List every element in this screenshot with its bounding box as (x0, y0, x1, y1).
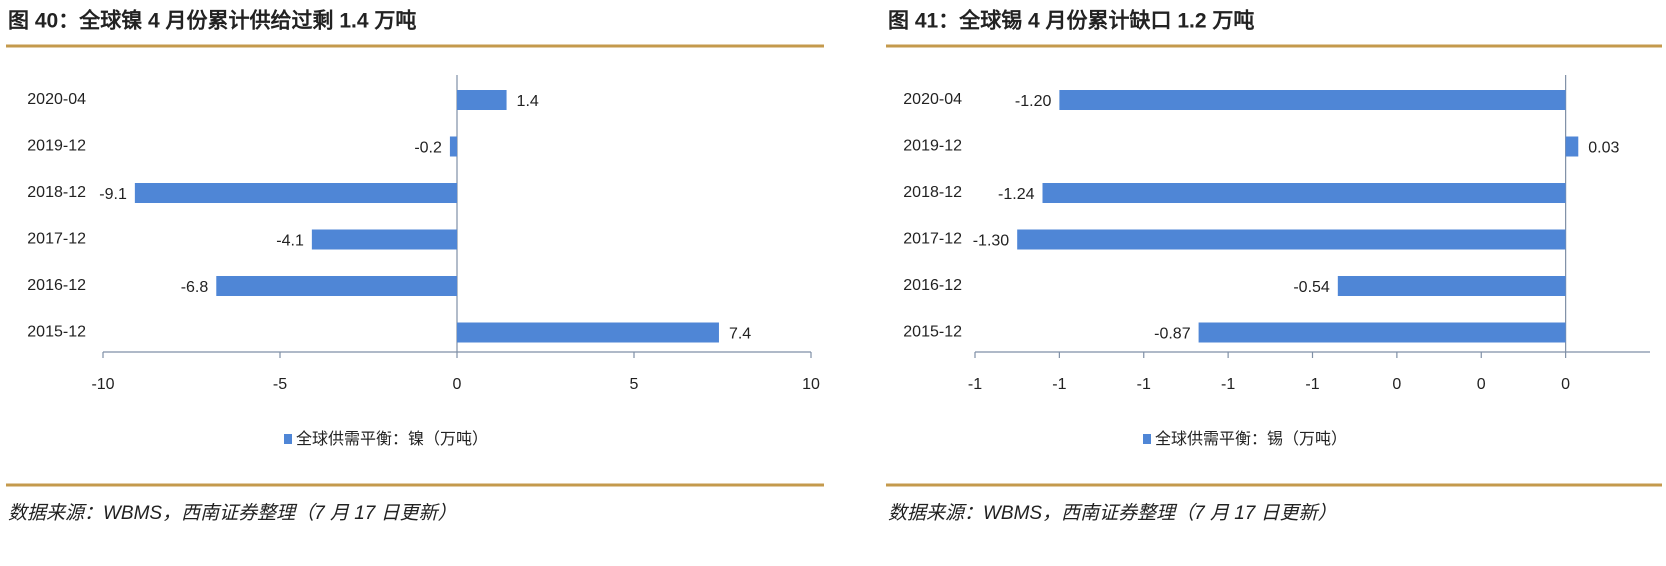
bar (1337, 276, 1566, 296)
x-tick-label: -10 (91, 376, 114, 393)
value-label: -0.54 (1293, 279, 1330, 296)
bar (457, 90, 507, 110)
x-tick-label: 10 (802, 376, 820, 393)
x-tick-label: 0 (453, 376, 462, 393)
category-label: 2015-12 (903, 324, 962, 341)
category-label: 2018-12 (903, 184, 962, 201)
category-label: 2017-12 (27, 231, 86, 248)
category-label: 2019-12 (27, 138, 86, 155)
value-label: -6.8 (181, 279, 209, 296)
value-label: -0.2 (414, 140, 442, 157)
bar (1017, 229, 1566, 250)
value-label: 0.03 (1588, 140, 1619, 157)
value-label: -1.24 (998, 186, 1035, 203)
x-tick-label: 0 (1392, 376, 1401, 393)
category-label: 2018-12 (27, 184, 86, 201)
value-label: -9.1 (99, 186, 127, 203)
bar (1059, 90, 1566, 110)
chart-title: 图 40：全球镍 4 月份累计供给过剩 1.4 万吨 (8, 9, 416, 33)
x-tick-label: -1 (968, 376, 982, 393)
source-note: 数据来源：WBMS，西南证券整理（7 月 17 日更新） (888, 502, 1337, 524)
legend-swatch (1143, 434, 1151, 444)
value-label: -4.1 (276, 233, 304, 250)
x-tick-label: -1 (1305, 376, 1319, 393)
x-tick-label: 5 (630, 376, 639, 393)
category-label: 2015-12 (27, 324, 86, 341)
legend-swatch (284, 434, 292, 444)
category-label: 2019-12 (903, 138, 962, 155)
bar (457, 322, 719, 343)
value-label: -0.87 (1154, 326, 1191, 343)
value-label: 7.4 (729, 326, 751, 343)
chart-title: 图 41：全球锡 4 月份累计缺口 1.2 万吨 (888, 9, 1254, 33)
category-label: 2016-12 (903, 277, 962, 294)
category-label: 2020-04 (903, 91, 962, 108)
source-note: 数据来源：WBMS，西南证券整理（7 月 17 日更新） (8, 502, 457, 524)
bar (1565, 136, 1579, 157)
bar (449, 136, 457, 157)
x-tick-label: -1 (1221, 376, 1235, 393)
category-label: 2016-12 (27, 277, 86, 294)
x-tick-label: 0 (1477, 376, 1486, 393)
bar (1042, 183, 1566, 203)
legend-label: 全球供需平衡：镍（万吨） (296, 430, 488, 448)
bar (311, 229, 457, 250)
bar (1198, 322, 1566, 343)
legend-label: 全球供需平衡：锡（万吨） (1155, 430, 1347, 448)
value-label: 1.4 (517, 93, 539, 110)
x-tick-label: -1 (1052, 376, 1066, 393)
x-tick-label: -5 (273, 376, 287, 393)
value-label: -1.20 (1015, 93, 1052, 110)
x-tick-label: -1 (1137, 376, 1151, 393)
category-label: 2017-12 (903, 231, 962, 248)
bar (216, 276, 457, 296)
category-label: 2020-04 (27, 91, 86, 108)
value-label: -1.30 (973, 233, 1010, 250)
bar (134, 183, 458, 203)
x-tick-label: 0 (1561, 376, 1570, 393)
